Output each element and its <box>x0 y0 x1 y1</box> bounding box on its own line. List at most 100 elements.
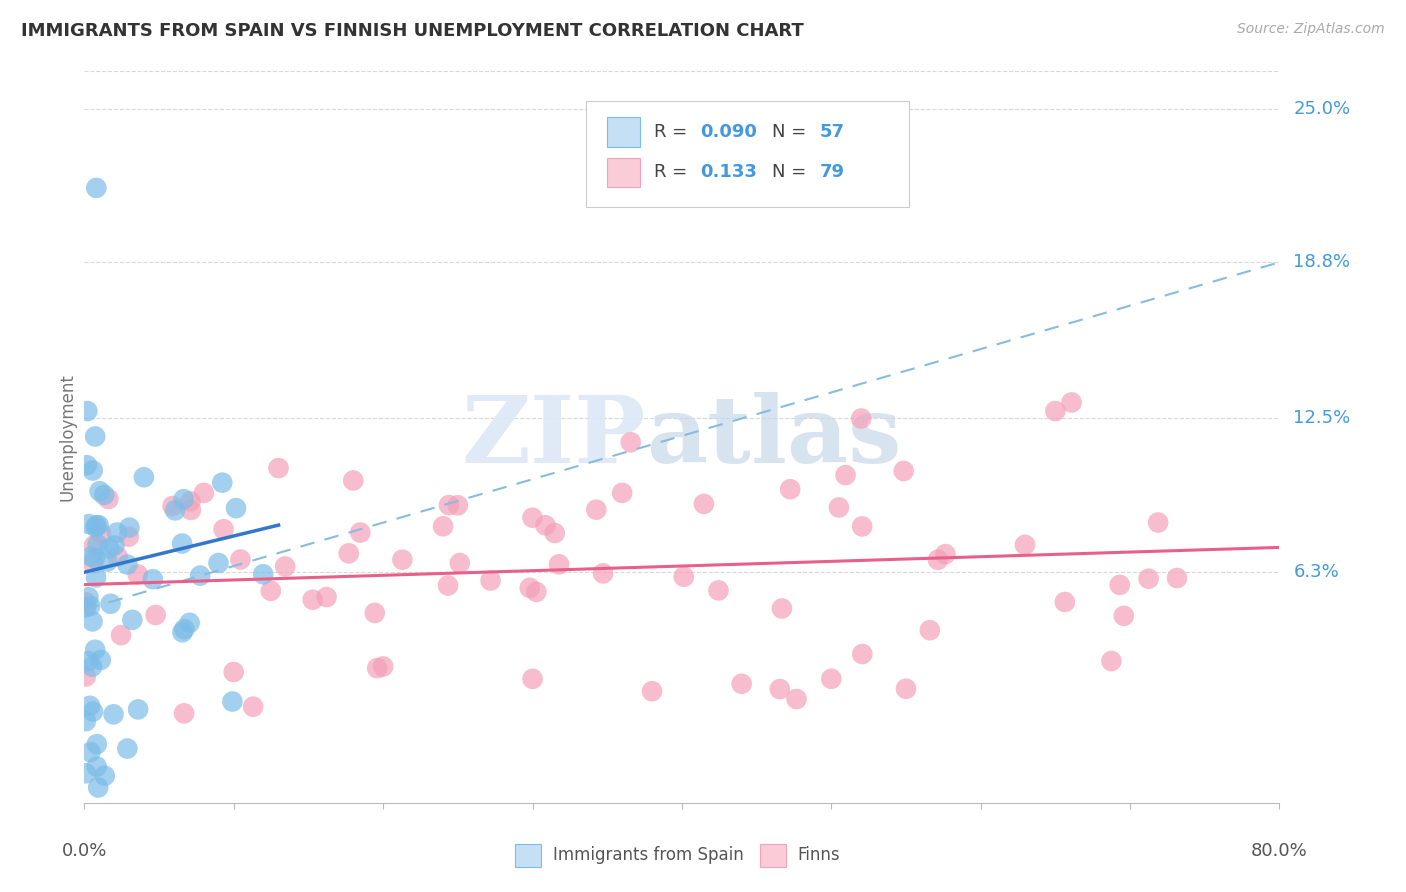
Text: Immigrants from Spain: Immigrants from Spain <box>553 847 744 864</box>
Point <box>221 694 243 708</box>
Point <box>391 552 413 566</box>
Point <box>77 654 100 668</box>
Point <box>252 567 274 582</box>
Point <box>83 551 105 566</box>
Point <box>447 498 470 512</box>
Point <box>222 665 245 679</box>
Point <box>544 526 567 541</box>
Point <box>75 669 97 683</box>
Point <box>82 659 104 673</box>
Point <box>121 613 143 627</box>
Point <box>84 642 107 657</box>
Point <box>83 538 105 552</box>
Point <box>118 530 141 544</box>
Point <box>349 525 371 540</box>
Point <box>693 497 716 511</box>
Point <box>105 525 128 540</box>
Point <box>87 780 110 795</box>
Point <box>585 502 607 516</box>
FancyBboxPatch shape <box>515 844 541 867</box>
Point <box>93 769 115 783</box>
Point <box>84 520 107 534</box>
Point <box>98 541 121 556</box>
Point <box>76 404 98 418</box>
Point <box>82 705 104 719</box>
Point <box>172 625 194 640</box>
FancyBboxPatch shape <box>759 844 786 867</box>
Point <box>366 661 388 675</box>
Point <box>107 549 129 564</box>
Text: 25.0%: 25.0% <box>1294 100 1351 118</box>
Point <box>77 517 100 532</box>
Point <box>851 519 873 533</box>
Point <box>274 559 297 574</box>
Point <box>212 522 235 536</box>
Point <box>229 552 252 566</box>
Point <box>820 672 842 686</box>
Point <box>731 677 754 691</box>
Point <box>132 470 155 484</box>
Point <box>86 737 108 751</box>
Text: 79: 79 <box>820 163 845 181</box>
Point <box>86 518 108 533</box>
Point <box>927 553 949 567</box>
Text: 0.090: 0.090 <box>700 123 756 141</box>
Point <box>1108 578 1130 592</box>
Point <box>172 536 194 550</box>
Point <box>82 557 104 571</box>
FancyBboxPatch shape <box>606 158 640 187</box>
Point <box>103 539 125 553</box>
Point <box>93 488 115 502</box>
Text: R =: R = <box>654 163 699 181</box>
Point <box>110 628 132 642</box>
Text: 57: 57 <box>820 123 845 141</box>
Point <box>534 518 557 533</box>
Text: Finns: Finns <box>797 847 841 864</box>
Point <box>211 475 233 490</box>
Text: R =: R = <box>654 123 693 141</box>
Point <box>918 624 941 638</box>
Text: 12.5%: 12.5% <box>1294 409 1351 427</box>
Point <box>242 699 264 714</box>
Point <box>79 599 101 613</box>
Text: N =: N = <box>772 123 811 141</box>
Point <box>90 526 112 541</box>
Point <box>96 554 118 568</box>
Point <box>315 590 337 604</box>
Point <box>267 461 290 475</box>
Point <box>188 568 211 582</box>
Point <box>620 435 643 450</box>
Point <box>337 546 360 560</box>
Point <box>1166 571 1188 585</box>
Point <box>87 518 110 533</box>
Point <box>86 759 108 773</box>
Point <box>145 607 167 622</box>
Point <box>75 766 97 780</box>
Point <box>117 741 139 756</box>
Point <box>127 702 149 716</box>
Point <box>612 486 634 500</box>
Point <box>103 707 125 722</box>
Point <box>260 583 283 598</box>
Point <box>707 583 730 598</box>
Point <box>179 494 201 508</box>
Point <box>127 567 149 582</box>
Point <box>90 653 112 667</box>
Point <box>173 492 195 507</box>
Y-axis label: Unemployment: Unemployment <box>58 373 76 501</box>
Point <box>207 556 229 570</box>
Text: ZIP: ZIP <box>461 392 647 482</box>
Point <box>519 581 541 595</box>
Point <box>770 601 793 615</box>
Point <box>79 745 101 759</box>
Point <box>769 682 792 697</box>
Point <box>779 482 801 496</box>
Point <box>86 537 108 551</box>
Point <box>89 484 111 499</box>
Point <box>180 503 202 517</box>
Point <box>851 647 873 661</box>
Point <box>162 499 184 513</box>
Text: Source: ZipAtlas.com: Source: ZipAtlas.com <box>1237 22 1385 37</box>
Point <box>1137 572 1160 586</box>
Point <box>437 498 460 512</box>
